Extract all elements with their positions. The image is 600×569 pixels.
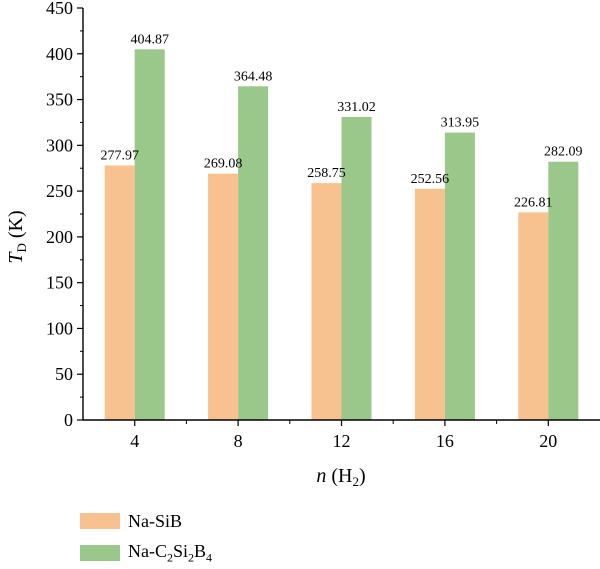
bar-chart: 277.97 404.87 269.08 364.48 258.75 331.02 252.…: [5, 0, 600, 489]
x-tick-label-4: 4: [130, 431, 139, 451]
data-label-na-sib-4: 277.97: [100, 149, 139, 164]
x-tick-label-20: 20: [539, 431, 557, 451]
data-label-na-sib-16: 252.56: [411, 172, 450, 187]
y-tick-label-300: 300: [46, 135, 73, 155]
y-tick-label-0: 0: [64, 410, 73, 430]
y-tick-label-100: 100: [46, 318, 73, 338]
x-tick-label-16: 16: [436, 431, 454, 451]
data-label-na-sib-8: 269.08: [204, 157, 243, 172]
data-label-na-c2si2b4-20: 282.09: [544, 145, 583, 160]
x-tick-label-12: 12: [333, 431, 351, 451]
legend: Na-SiB Na-C2Si2B4: [80, 505, 212, 569]
data-label-na-c2si2b4-8: 364.48: [234, 69, 273, 84]
bar-na-c2si2b4-4: [134, 49, 165, 420]
bar-na-c2si2b4-20: [548, 161, 579, 420]
y-tick-label-50: 50: [55, 364, 73, 384]
bar-na-c2si2b4-8: [238, 86, 269, 420]
bars-group: [104, 49, 579, 420]
x-axis-title: n (H2): [316, 465, 365, 489]
bar-na-sib-8: [208, 173, 239, 420]
legend-label-na-c2si2b4: Na-C2Si2B4: [128, 540, 213, 565]
bar-na-c2si2b4-16: [444, 132, 475, 420]
legend-swatch-na-c2si2b4: [80, 545, 120, 561]
bar-na-sib-12: [311, 183, 342, 420]
data-label-na-sib-12: 258.75: [307, 166, 346, 181]
bar-na-sib-16: [414, 188, 445, 420]
legend-label-na-sib: Na-SiB: [128, 510, 182, 531]
data-label-na-sib-20: 226.81: [514, 195, 553, 210]
legend-swatch-na-sib: [80, 513, 120, 529]
y-tick-label-250: 250: [46, 181, 73, 201]
bar-na-sib-20: [518, 212, 549, 420]
bar-na-sib-4: [104, 165, 135, 420]
data-label-na-c2si2b4-12: 331.02: [337, 100, 376, 115]
y-tick-label-200: 200: [46, 227, 73, 247]
data-label-na-c2si2b4-16: 313.95: [441, 116, 480, 131]
y-tick-label-400: 400: [46, 44, 73, 64]
data-label-na-c2si2b4-4: 404.87: [130, 32, 169, 47]
x-tick-label-8: 8: [234, 431, 243, 451]
legend-item-na-sib: Na-SiB: [80, 505, 212, 537]
legend-item-na-c2si2b4: Na-C2Si2B4: [80, 537, 212, 569]
y-tick-label-150: 150: [46, 273, 73, 293]
y-tick-label-450: 450: [46, 0, 73, 18]
y-tick-label-350: 350: [46, 90, 73, 110]
y-axis-title: TD (K): [5, 210, 29, 263]
value-labels-group: 277.97 404.87 269.08 364.48 258.75 331.02 252.…: [100, 32, 582, 210]
bar-na-c2si2b4-12: [341, 116, 372, 420]
